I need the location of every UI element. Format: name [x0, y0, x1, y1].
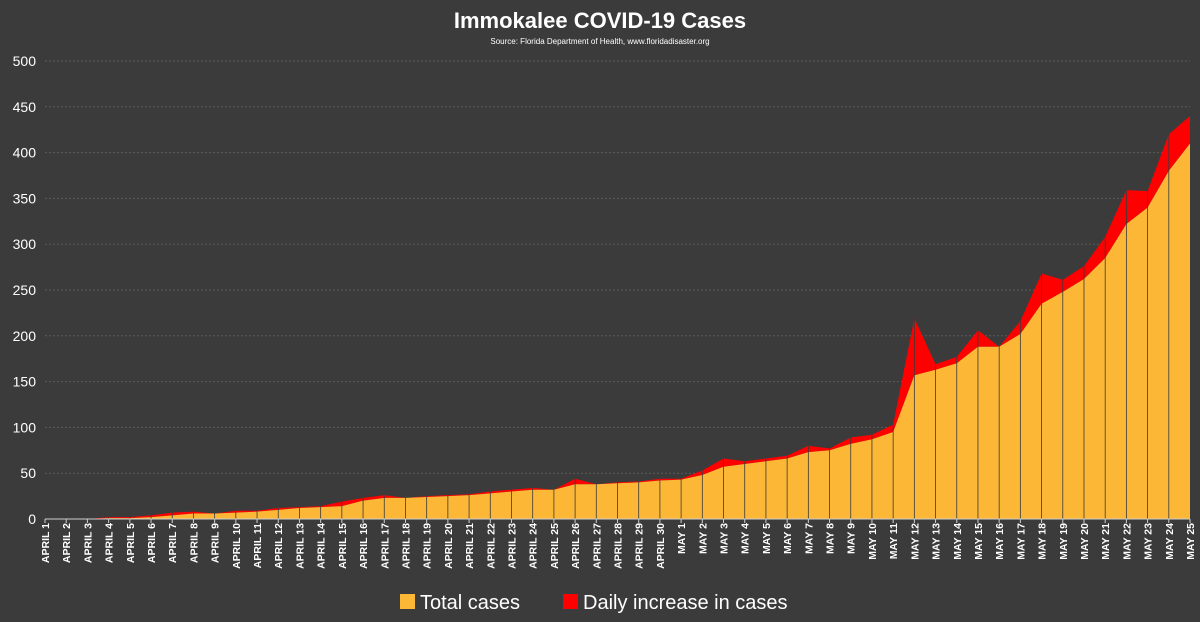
x-tick-label: APRIL 19 [422, 523, 434, 569]
x-tick-label: APRIL 6 [146, 523, 158, 563]
legend: Total cases Daily increase in cases [400, 592, 788, 614]
x-tick-label: APRIL 24 [528, 523, 540, 569]
x-tick-label: MAY 22 [1121, 523, 1133, 560]
x-tick-label: APRIL 3 [82, 523, 94, 563]
x-tick-label: APRIL 11 [252, 523, 264, 568]
legend-swatch-total-cases [400, 594, 415, 609]
y-tick-label: 350 [13, 190, 37, 206]
x-tick-label: MAY 8 [825, 523, 837, 554]
x-tick-label: MAY 14 [952, 523, 964, 560]
x-tick-label: MAY 15 [973, 523, 985, 560]
x-tick-label: MAY 20 [1079, 523, 1091, 560]
y-tick-label: 300 [13, 236, 37, 252]
x-tick-label: MAY 7 [803, 523, 815, 554]
y-tick-label: 500 [13, 53, 37, 69]
x-tick-label: MAY 13 [931, 523, 943, 560]
x-tick-label: APRIL 14 [316, 523, 328, 569]
x-tick-label: MAY 21 [1100, 523, 1112, 560]
series-total-cases-area [45, 143, 1190, 519]
x-tick-label: APRIL 30 [655, 523, 667, 569]
legend-label-daily-increase: Daily increase in cases [583, 592, 788, 614]
y-tick-label: 200 [13, 328, 37, 344]
x-tick-label: APRIL 16 [358, 523, 370, 569]
x-tick-label: APRIL 21 [464, 523, 476, 569]
x-tick-label: MAY 12 [909, 523, 921, 560]
x-tick-label: APRIL 18 [400, 523, 412, 569]
x-tick-label: MAY 5 [761, 523, 773, 554]
x-tick-label: MAY 24 [1164, 523, 1176, 560]
x-tick-label: MAY 23 [1143, 523, 1155, 560]
y-tick-label: 450 [13, 99, 37, 115]
x-tick-label: MAY 19 [1058, 523, 1070, 560]
x-tick-label: APRIL 17 [379, 523, 391, 569]
x-tick-label: APRIL 12 [273, 523, 285, 569]
x-tick-label: APRIL 15 [337, 523, 349, 569]
x-tick-label: APRIL 2 [61, 523, 73, 563]
x-tick-label: APRIL 27 [591, 523, 603, 569]
x-tick-label: MAY 2 [697, 523, 709, 554]
x-tick-label: APRIL 26 [570, 523, 582, 569]
legend-label-total-cases: Total cases [420, 592, 520, 614]
y-tick-label: 250 [13, 282, 37, 298]
chart-subtitle: Source: Florida Department of Health, ww… [490, 37, 709, 46]
x-tick-label: APRIL 8 [188, 523, 200, 563]
x-tick-label: APRIL 25 [549, 523, 561, 569]
chart-title: Immokalee COVID-19 Cases [454, 8, 746, 33]
x-tick-label: APRIL 20 [443, 523, 455, 569]
x-tick-label: MAY 1 [676, 523, 688, 554]
x-tick-label: APRIL 1 [40, 523, 52, 563]
x-tick-label: MAY 4 [740, 523, 752, 554]
gridlines [45, 60, 1190, 474]
x-tick-label: MAY 17 [1015, 523, 1027, 560]
y-axis: 0 50 100 150 200 250 300 350 400 450 500 [13, 53, 37, 527]
y-tick-label: 100 [13, 419, 37, 435]
x-tick-label: APRIL 29 [634, 523, 646, 569]
x-tick-label: MAY 11 [888, 523, 900, 559]
x-tick-label: APRIL 10 [231, 523, 243, 569]
x-tick-label: MAY 25 [1185, 523, 1197, 560]
y-tick-label: 0 [28, 511, 36, 527]
x-tick-label: APRIL 5 [125, 523, 137, 563]
x-tick-label: APRIL 28 [613, 523, 625, 569]
x-tick-label: MAY 6 [782, 523, 794, 554]
x-tick-label: APRIL 23 [506, 523, 518, 569]
x-tick-label: APRIL 9 [210, 523, 222, 563]
x-tick-label: APRIL 4 [104, 523, 116, 563]
plot-area [45, 115, 1190, 520]
x-tick-label: MAY 9 [846, 523, 858, 554]
y-tick-label: 50 [20, 465, 36, 481]
x-tick-label: APRIL 7 [167, 523, 179, 563]
legend-swatch-daily-increase [563, 594, 578, 609]
y-tick-label: 400 [13, 145, 37, 161]
x-tick-label: MAY 16 [994, 523, 1006, 560]
x-tick-label: MAY 10 [867, 523, 879, 560]
y-tick-label: 150 [13, 374, 37, 390]
x-tick-label: MAY 3 [719, 523, 731, 554]
x-axis: APRIL 1 APRIL 2 APRIL 3 APRIL 4 APRIL 5 APRIL… [40, 518, 1197, 569]
x-tick-label: APRIL 13 [294, 523, 306, 569]
x-tick-label: MAY 18 [1037, 523, 1049, 560]
x-tick-label: APRIL 22 [485, 523, 497, 569]
